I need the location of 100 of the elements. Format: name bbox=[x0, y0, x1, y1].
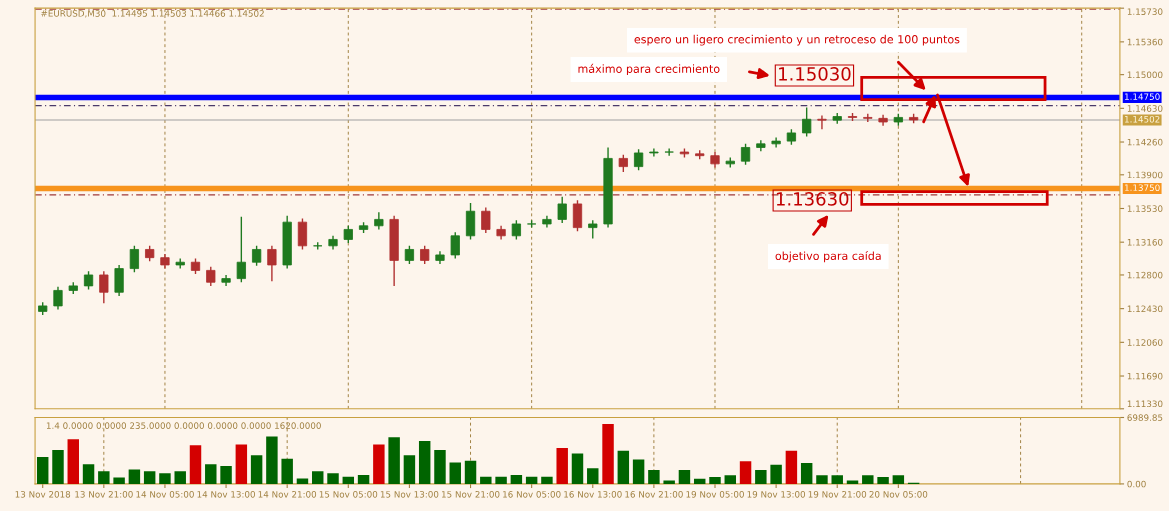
bar bbox=[739, 461, 752, 484]
annotation: 1.4 0.0000 0.0000 235.0000 0.0000 0.0000 0.0000 1620.0000 bbox=[46, 422, 321, 429]
x-tick-label: 19 Nov 21:00 bbox=[808, 491, 867, 498]
candlestick bbox=[649, 147, 659, 158]
x-tick-label: 19 Nov 13:00 bbox=[747, 491, 806, 498]
bar bbox=[464, 460, 477, 484]
candlestick bbox=[740, 143, 751, 166]
bar bbox=[800, 463, 813, 484]
candlestick bbox=[236, 215, 246, 283]
y-tick-label: 1.15730 bbox=[1127, 8, 1163, 15]
bar bbox=[52, 449, 64, 484]
bar bbox=[785, 450, 798, 484]
candlestick bbox=[129, 245, 140, 273]
bar bbox=[128, 469, 141, 484]
bar bbox=[449, 462, 461, 484]
bar bbox=[113, 477, 125, 484]
y-tick-label: 1.12430 bbox=[1127, 305, 1163, 313]
bar bbox=[189, 445, 202, 484]
bar bbox=[434, 449, 446, 484]
y-tick-label: 1.12800 bbox=[1127, 271, 1163, 279]
x-tick-label: 16 Nov 21:00 bbox=[625, 491, 683, 498]
x-tick-label: 19 Nov 05:00 bbox=[686, 491, 744, 498]
y-tick-label: 1.13530 bbox=[1127, 205, 1163, 212]
bar bbox=[235, 444, 248, 484]
bar bbox=[159, 473, 171, 484]
y-tick-label: 1.11330 bbox=[1127, 400, 1163, 408]
bar bbox=[281, 458, 293, 484]
bar bbox=[67, 439, 79, 484]
candlestick bbox=[511, 219, 521, 241]
candlestick bbox=[450, 231, 460, 260]
annotation: #EURUSD,M30 1.14495 1.14503 1.14466 1.14502 bbox=[41, 10, 264, 18]
x-tick-label: 20 Nov 05:00 bbox=[869, 491, 928, 498]
candlestick bbox=[572, 199, 583, 232]
y-tick-label: 1.11690 bbox=[1127, 372, 1163, 380]
y-tick-label: 6989.85 bbox=[1127, 414, 1163, 421]
y-tick-label: 1.13900 bbox=[1127, 171, 1163, 179]
candlestick bbox=[588, 219, 598, 240]
bar bbox=[143, 471, 156, 484]
bar bbox=[266, 436, 278, 484]
bar bbox=[816, 475, 828, 484]
bar bbox=[587, 468, 599, 484]
y-tick-label: 1.15000 bbox=[1127, 71, 1163, 79]
bar bbox=[418, 440, 431, 484]
bar bbox=[617, 450, 630, 484]
bar bbox=[693, 478, 706, 484]
y-tick-label: 1.13160 bbox=[1127, 239, 1163, 246]
bar bbox=[250, 455, 263, 484]
candlestick bbox=[297, 217, 308, 251]
bar bbox=[312, 471, 324, 484]
bar bbox=[205, 464, 217, 484]
bar bbox=[892, 475, 905, 484]
x-tick-label: 15 Nov 21:00 bbox=[442, 491, 500, 498]
ref-line-label: 1.13750 bbox=[1125, 184, 1160, 191]
bar bbox=[724, 475, 737, 484]
y-tick-label: 1.15360 bbox=[1127, 38, 1163, 46]
candlestick bbox=[633, 148, 644, 171]
annotation: 1.15030 bbox=[779, 67, 851, 81]
candlestick bbox=[557, 195, 567, 224]
candlestick bbox=[252, 245, 262, 267]
y-tick-label: 1.12060 bbox=[1127, 339, 1163, 346]
annotation: máximo para crecimiento bbox=[578, 63, 720, 76]
bar bbox=[342, 476, 355, 484]
x-tick-label: 13 Nov 21:00 bbox=[75, 491, 133, 498]
bar bbox=[510, 474, 523, 484]
bar bbox=[82, 464, 95, 484]
bar bbox=[632, 459, 645, 484]
bar bbox=[98, 471, 110, 484]
candlestick bbox=[99, 270, 109, 304]
candlestick bbox=[114, 264, 124, 297]
bar bbox=[556, 448, 568, 484]
bar bbox=[495, 476, 507, 484]
candlestick bbox=[267, 245, 277, 283]
bar bbox=[571, 453, 584, 484]
candlestick bbox=[664, 147, 674, 157]
candlestick bbox=[481, 206, 491, 234]
y-tick-label: 1.14260 bbox=[1127, 138, 1163, 146]
x-tick-label: 14 Nov 05:00 bbox=[136, 491, 194, 498]
bar bbox=[357, 474, 370, 484]
bar bbox=[403, 455, 416, 484]
x-tick-label: 15 Nov 13:00 bbox=[380, 491, 439, 498]
bar bbox=[373, 444, 385, 484]
bar bbox=[846, 480, 859, 484]
bar bbox=[755, 469, 767, 484]
bar bbox=[174, 471, 186, 484]
bar bbox=[480, 476, 492, 484]
bar bbox=[36, 457, 49, 484]
bar bbox=[327, 473, 339, 484]
candlestick bbox=[206, 266, 216, 287]
ref-line-label: 1.14750 bbox=[1125, 93, 1160, 100]
bar bbox=[388, 437, 400, 484]
bar bbox=[525, 476, 538, 484]
x-tick-label: 13 Nov 2018 bbox=[15, 491, 71, 498]
bar bbox=[862, 475, 874, 484]
x-tick-label: 14 Nov 21:00 bbox=[258, 491, 317, 498]
annotation: espero un ligero crecimiento y un retroceso de 100 puntos bbox=[634, 34, 960, 46]
y-tick-label: 1.14630 bbox=[1127, 105, 1163, 112]
candlestick bbox=[83, 270, 94, 291]
candlestick bbox=[420, 245, 430, 265]
bar bbox=[770, 464, 782, 484]
ref-line-label: 1.14502 bbox=[1125, 115, 1160, 123]
